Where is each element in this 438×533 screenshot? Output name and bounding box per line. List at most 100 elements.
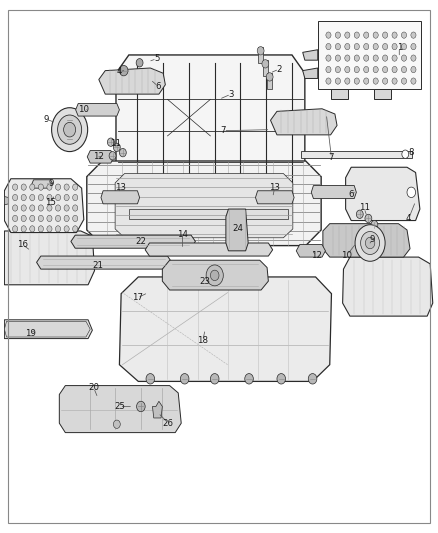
Circle shape bbox=[107, 138, 114, 147]
Circle shape bbox=[64, 215, 69, 222]
Circle shape bbox=[382, 78, 388, 84]
Polygon shape bbox=[36, 256, 172, 269]
Text: 23: 23 bbox=[200, 277, 211, 286]
Polygon shape bbox=[87, 161, 321, 246]
Polygon shape bbox=[303, 50, 318, 60]
Circle shape bbox=[136, 59, 143, 67]
Polygon shape bbox=[120, 277, 332, 382]
Circle shape bbox=[392, 55, 397, 61]
Circle shape bbox=[30, 215, 35, 222]
Circle shape bbox=[56, 205, 60, 211]
Text: 24: 24 bbox=[233, 224, 244, 233]
Circle shape bbox=[64, 226, 69, 232]
Text: 11: 11 bbox=[359, 204, 370, 213]
Text: 1: 1 bbox=[396, 43, 402, 52]
Circle shape bbox=[402, 44, 406, 50]
Polygon shape bbox=[323, 224, 410, 257]
Circle shape bbox=[245, 374, 253, 384]
Polygon shape bbox=[101, 191, 140, 204]
Circle shape bbox=[373, 78, 378, 84]
Circle shape bbox=[64, 195, 69, 201]
Circle shape bbox=[21, 205, 26, 211]
Circle shape bbox=[56, 184, 60, 190]
Polygon shape bbox=[263, 60, 268, 76]
Circle shape bbox=[411, 32, 416, 38]
Circle shape bbox=[354, 67, 359, 72]
Circle shape bbox=[109, 151, 116, 160]
Polygon shape bbox=[258, 47, 263, 63]
Circle shape bbox=[345, 44, 350, 50]
Circle shape bbox=[52, 108, 88, 151]
Circle shape bbox=[120, 149, 126, 157]
Circle shape bbox=[336, 32, 340, 38]
Circle shape bbox=[206, 265, 223, 286]
Polygon shape bbox=[346, 167, 420, 221]
Circle shape bbox=[354, 44, 359, 50]
Polygon shape bbox=[59, 385, 181, 433]
Circle shape bbox=[56, 195, 60, 201]
Circle shape bbox=[360, 231, 380, 254]
Circle shape bbox=[113, 420, 120, 429]
Circle shape bbox=[30, 205, 35, 211]
Circle shape bbox=[47, 226, 52, 232]
Circle shape bbox=[47, 215, 52, 222]
Circle shape bbox=[354, 78, 359, 84]
Circle shape bbox=[411, 67, 416, 72]
Polygon shape bbox=[4, 197, 9, 205]
Circle shape bbox=[336, 67, 340, 72]
Circle shape bbox=[345, 67, 350, 72]
Circle shape bbox=[47, 205, 52, 211]
Text: 13: 13 bbox=[115, 183, 126, 191]
Circle shape bbox=[13, 215, 18, 222]
Circle shape bbox=[402, 67, 406, 72]
Text: 12: 12 bbox=[311, 251, 322, 260]
Circle shape bbox=[73, 215, 78, 222]
Circle shape bbox=[326, 78, 331, 84]
Text: 16: 16 bbox=[17, 240, 28, 249]
Text: 4: 4 bbox=[117, 67, 122, 76]
Text: 11: 11 bbox=[110, 139, 120, 148]
Text: 7: 7 bbox=[221, 126, 226, 135]
Polygon shape bbox=[331, 89, 348, 99]
Circle shape bbox=[120, 66, 128, 76]
Circle shape bbox=[345, 78, 350, 84]
Circle shape bbox=[21, 184, 26, 190]
Polygon shape bbox=[267, 73, 272, 89]
Circle shape bbox=[38, 226, 43, 232]
Circle shape bbox=[402, 55, 406, 61]
Circle shape bbox=[371, 221, 378, 229]
Circle shape bbox=[326, 67, 331, 72]
Circle shape bbox=[64, 205, 69, 211]
Circle shape bbox=[137, 401, 145, 411]
Circle shape bbox=[38, 215, 43, 222]
Circle shape bbox=[308, 374, 317, 384]
Circle shape bbox=[373, 44, 378, 50]
Polygon shape bbox=[303, 68, 318, 78]
Circle shape bbox=[58, 115, 81, 144]
Circle shape bbox=[365, 214, 372, 223]
Circle shape bbox=[180, 374, 189, 384]
Circle shape bbox=[73, 205, 78, 211]
Circle shape bbox=[326, 44, 331, 50]
Circle shape bbox=[13, 184, 18, 190]
Circle shape bbox=[326, 55, 331, 61]
Circle shape bbox=[382, 32, 388, 38]
Circle shape bbox=[382, 67, 388, 72]
Circle shape bbox=[38, 184, 43, 190]
Circle shape bbox=[64, 123, 76, 137]
Circle shape bbox=[345, 32, 350, 38]
Polygon shape bbox=[87, 150, 114, 163]
Circle shape bbox=[364, 78, 369, 84]
Circle shape bbox=[392, 78, 397, 84]
Circle shape bbox=[21, 226, 26, 232]
Polygon shape bbox=[4, 320, 92, 338]
Text: 14: 14 bbox=[177, 230, 188, 239]
Circle shape bbox=[382, 55, 388, 61]
Text: 3: 3 bbox=[228, 90, 234, 99]
Circle shape bbox=[364, 44, 369, 50]
Circle shape bbox=[373, 67, 378, 72]
Text: 25: 25 bbox=[114, 402, 125, 411]
Circle shape bbox=[402, 150, 409, 158]
Polygon shape bbox=[4, 231, 95, 285]
Text: 12: 12 bbox=[93, 152, 104, 161]
